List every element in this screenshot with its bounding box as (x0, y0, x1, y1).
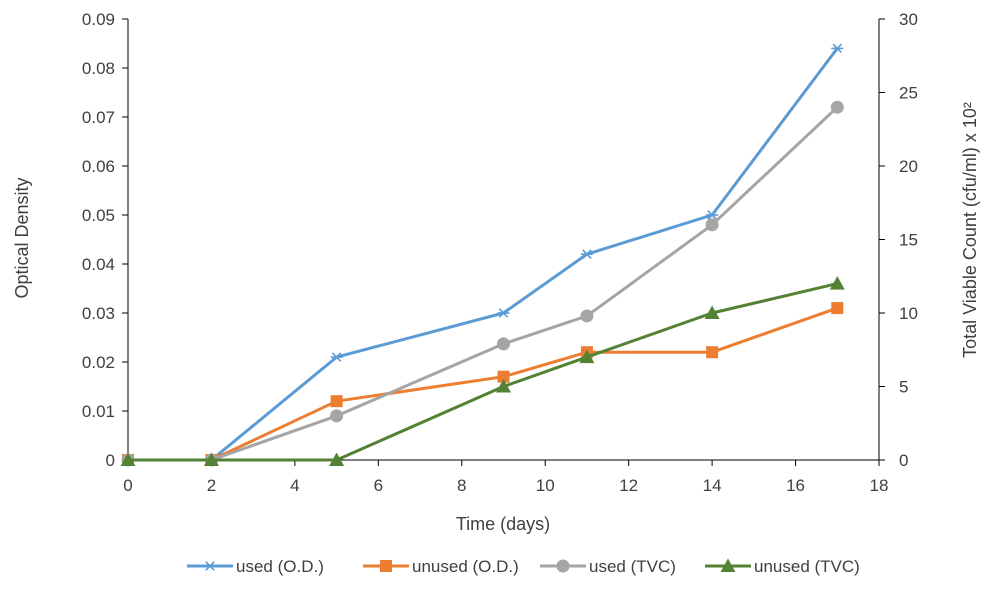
series-line (128, 306, 838, 462)
data-point (496, 379, 511, 393)
y-tick-label: 0.08 (82, 59, 115, 78)
y-tick-label: 0.04 (82, 255, 115, 274)
legend-label: used (TVC) (589, 557, 676, 576)
x-tick-label: 8 (457, 476, 466, 495)
data-point (831, 302, 844, 315)
data-point (497, 370, 510, 383)
y-tick-label: 0.09 (82, 10, 115, 29)
legend-marker (556, 559, 570, 573)
y-axis-title: Optical Density (12, 177, 32, 298)
series-2 (121, 100, 844, 467)
data-point (497, 337, 510, 351)
x-axis-title: Time (days) (456, 514, 550, 534)
x-tick-label: 10 (536, 476, 555, 495)
y-tick-label: 0 (106, 451, 115, 470)
y2-tick-label: 30 (899, 10, 918, 29)
data-point (330, 352, 343, 362)
y-tick-label: 0.06 (82, 157, 115, 176)
x-tick-label: 18 (870, 476, 889, 495)
x-tick-label: 12 (619, 476, 638, 495)
y-tick-label: 0.07 (82, 108, 115, 127)
data-point (831, 43, 844, 54)
legend-marker (204, 561, 216, 571)
y-tick-label: 0.03 (82, 304, 115, 323)
data-point (830, 100, 844, 114)
data-point (705, 218, 719, 232)
legend-item-3: unused (TVC) (705, 557, 860, 576)
x-tick-label: 2 (207, 476, 216, 495)
series-1 (122, 302, 844, 466)
legend-item-2: used (TVC) (540, 557, 676, 576)
series-line (128, 106, 839, 462)
x-tick-label: 0 (123, 476, 132, 495)
data-point (704, 305, 720, 319)
data-point (706, 210, 719, 220)
y-tick-label: 0.05 (82, 206, 115, 225)
data-point (706, 346, 719, 359)
legend: used (O.D.) unused (O.D.) used (TVC) unused… (187, 557, 860, 576)
legend-label: unused (TVC) (754, 557, 860, 576)
y2-tick-label: 15 (899, 231, 918, 250)
data-point (203, 452, 219, 466)
x-tick-label: 14 (703, 476, 722, 495)
series-3 (120, 276, 845, 466)
data-point (829, 276, 845, 290)
y2-tick-label: 25 (899, 84, 918, 103)
x-tick-label: 16 (786, 476, 805, 495)
y-tick-label: 0.01 (82, 402, 115, 421)
legend-item-1: unused (O.D.) (363, 557, 519, 576)
plot-area: 0 2 4 6 8 10 12 14 16 18 0 0.01 0.02 0.03 0.04 0.05 0.06… (82, 10, 918, 495)
data-point (497, 308, 510, 318)
data-point (329, 452, 345, 466)
y2-tick-label: 5 (899, 378, 908, 397)
legend-label: used (O.D.) (236, 557, 324, 576)
data-point (580, 309, 594, 323)
legend-item-0: used (O.D.) (187, 557, 324, 576)
series-0 (122, 43, 844, 465)
legend-marker (720, 558, 736, 572)
data-point (330, 395, 343, 408)
series-line (128, 47, 839, 462)
y2-tick-label: 20 (899, 157, 918, 176)
data-point (330, 409, 344, 423)
legend-marker (380, 560, 392, 572)
y-tick-label: 0.02 (82, 353, 115, 372)
y2-tick-label: 0 (899, 451, 908, 470)
legend-label: unused (O.D.) (412, 557, 519, 576)
data-point (580, 249, 593, 259)
data-point (120, 452, 136, 466)
y2-tick-label: 10 (899, 304, 918, 323)
data-point (579, 349, 595, 364)
y2-axis-title: Total Viable Count (cfu/ml) x 10² (960, 102, 980, 358)
series-line (128, 282, 838, 462)
x-tick-label: 6 (374, 476, 383, 495)
x-tick-label: 4 (290, 476, 299, 495)
